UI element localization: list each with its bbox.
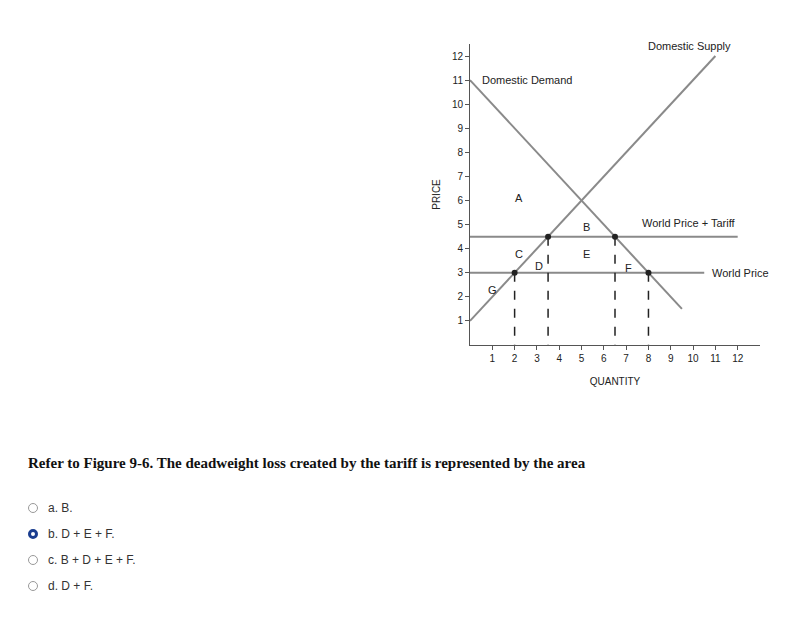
html-text:c. B + D + E + F.: c. B + D + E + F. — [48, 553, 136, 567]
svg-text:World Price + Tariff: World Price + Tariff — [642, 217, 736, 229]
svg-text:1: 1 — [457, 315, 463, 326]
svg-text:2: 2 — [512, 353, 518, 364]
html-text:b. D + E + F.: b. D + E + F. — [48, 527, 115, 541]
svg-text:9: 9 — [457, 123, 463, 134]
svg-text:9: 9 — [668, 353, 674, 364]
svg-text:4: 4 — [556, 353, 562, 364]
svg-text:E: E — [583, 248, 590, 260]
svg-text:2: 2 — [457, 291, 463, 302]
svg-text:10: 10 — [688, 353, 700, 364]
svg-text:5: 5 — [457, 219, 463, 230]
svg-text:F: F — [625, 262, 632, 274]
html-text:d. D + F.: d. D + F. — [48, 579, 93, 593]
svg-text:B: B — [583, 221, 590, 233]
svg-text:12: 12 — [452, 51, 464, 62]
svg-text:D: D — [535, 260, 543, 272]
svg-text:12: 12 — [732, 353, 744, 364]
svg-text:1: 1 — [490, 353, 496, 364]
svg-text:A: A — [515, 192, 523, 204]
svg-text:3: 3 — [534, 353, 540, 364]
svg-text:Domestic Demand: Domestic Demand — [482, 74, 572, 86]
svg-text:4: 4 — [457, 243, 463, 254]
svg-text:QUANTITY: QUANTITY — [590, 376, 641, 387]
html-text:Refer to Figure 9-6. The deadw: Refer to Figure 9-6. The deadweight loss… — [28, 455, 586, 471]
svg-text:6: 6 — [457, 195, 463, 206]
svg-text:5: 5 — [579, 353, 585, 364]
svg-text:C: C — [515, 248, 523, 260]
svg-text:3: 3 — [457, 267, 463, 278]
svg-text:8: 8 — [646, 353, 652, 364]
svg-text:8: 8 — [457, 147, 463, 158]
svg-text:11: 11 — [710, 353, 721, 364]
svg-text:6: 6 — [601, 353, 607, 364]
svg-text:G: G — [488, 284, 497, 296]
svg-text:10: 10 — [452, 99, 464, 110]
html-text:a. B.: a. B. — [48, 501, 73, 515]
svg-text:11: 11 — [453, 75, 464, 86]
svg-text:World Price: World Price — [712, 267, 769, 279]
svg-text:Domestic Supply: Domestic Supply — [648, 40, 731, 52]
svg-text:PRICE: PRICE — [431, 179, 442, 210]
svg-text:7: 7 — [623, 353, 629, 364]
svg-text:7: 7 — [457, 171, 463, 182]
